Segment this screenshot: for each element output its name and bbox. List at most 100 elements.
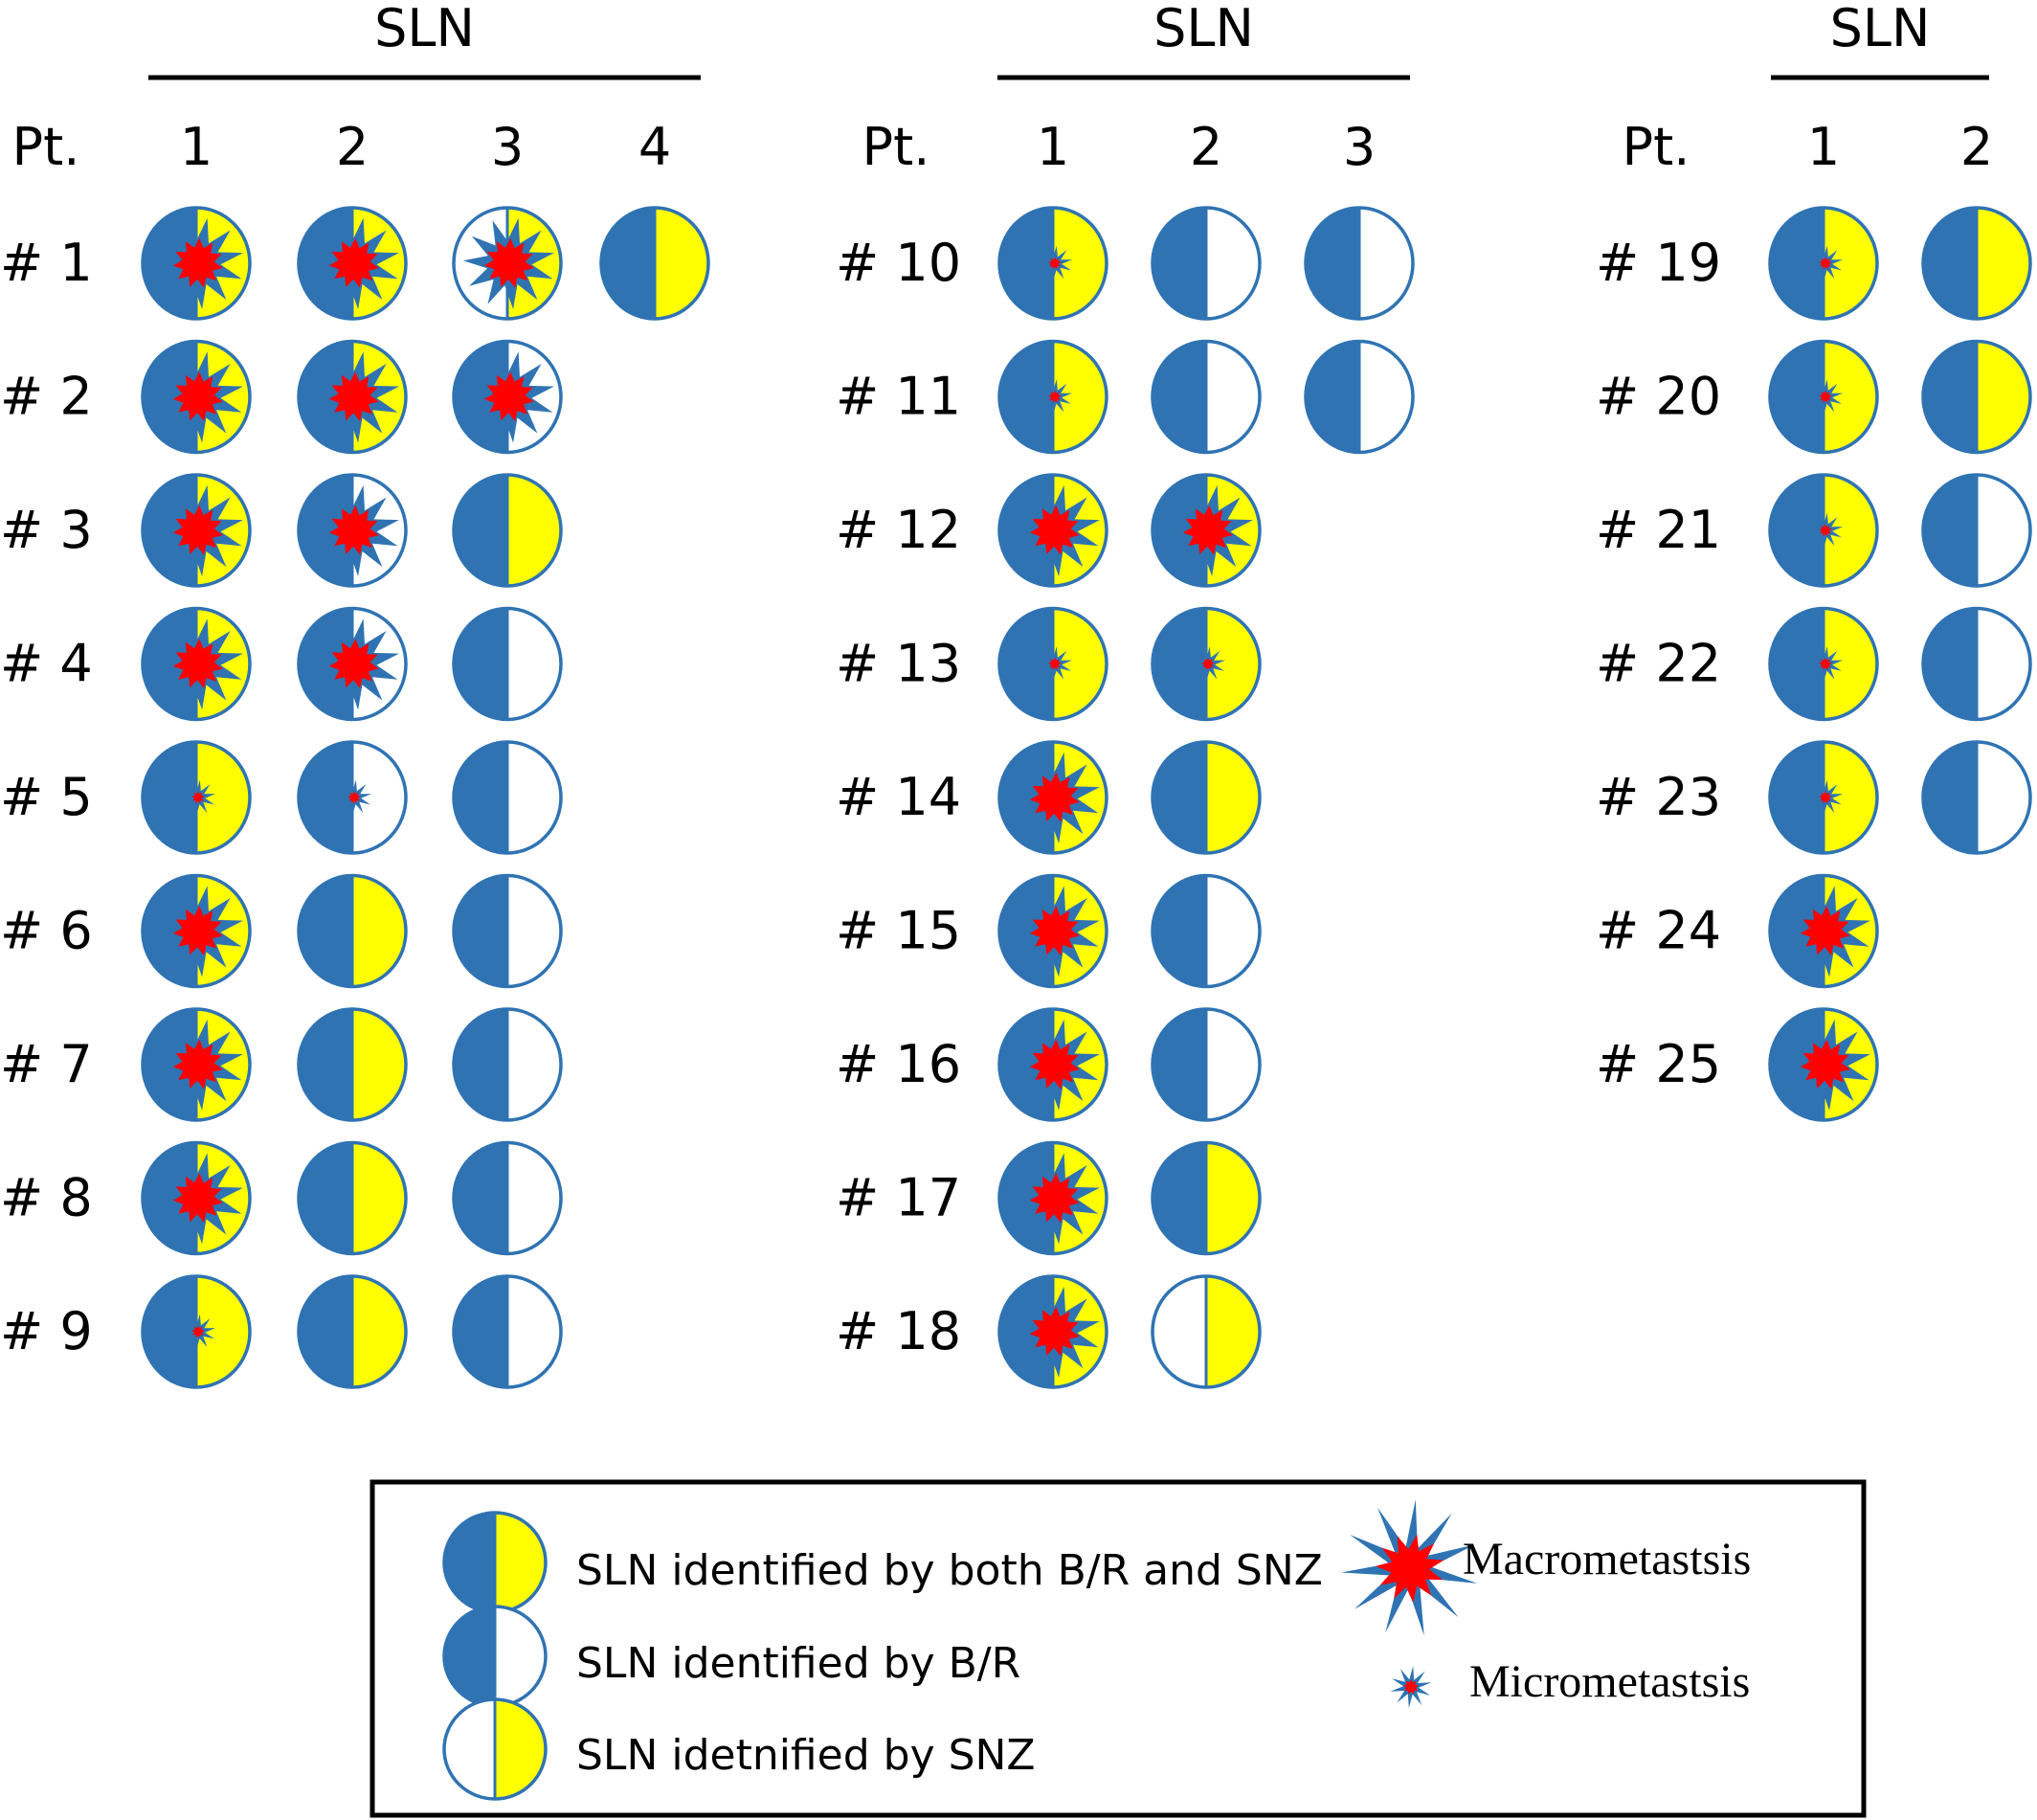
patient-row: # 16 xyxy=(836,1007,1262,1122)
macro-star-inner xyxy=(1029,772,1080,822)
patient-row: # 1 xyxy=(0,206,710,321)
micro-star-inner xyxy=(191,1325,205,1338)
sln-node xyxy=(997,1274,1108,1389)
macro-star-inner xyxy=(1800,906,1850,956)
patient-label: # 9 xyxy=(0,1301,93,1361)
legend-snz-label: SLN idetnified by SNZ xyxy=(576,1731,1036,1780)
patient-row: # 11 xyxy=(836,339,1415,455)
sln-header: SLN xyxy=(1830,0,1931,58)
sln-node xyxy=(141,339,252,455)
sln-node xyxy=(1921,740,2032,855)
macro-star-inner xyxy=(172,505,223,555)
patient-row: # 12 xyxy=(836,473,1262,588)
macro-star-inner xyxy=(328,505,379,555)
sln-number: 1 xyxy=(1807,117,1840,177)
patient-row: # 14 xyxy=(836,740,1262,855)
macro-star-inner xyxy=(1029,505,1080,555)
patient-row: # 9 xyxy=(0,1274,563,1389)
sln-node xyxy=(1304,339,1415,455)
patient-label: # 8 xyxy=(0,1168,93,1228)
sln-node xyxy=(997,1140,1108,1256)
patient-row: # 15 xyxy=(836,873,1262,989)
macro-star-inner xyxy=(483,371,534,422)
sln-number: 3 xyxy=(491,117,524,177)
micro-star-inner xyxy=(1819,657,1832,670)
pt-header: Pt. xyxy=(12,117,80,177)
legend-snz-icon xyxy=(442,1697,548,1801)
sln-node xyxy=(297,606,408,722)
patient-row: # 4 xyxy=(0,606,563,722)
sln-node xyxy=(452,606,563,722)
sln-node xyxy=(297,473,408,588)
sln-node xyxy=(1768,740,1879,855)
patient-label: # 20 xyxy=(1596,367,1721,427)
sln-node xyxy=(1768,873,1879,989)
patient-row: # 21 xyxy=(1596,473,2032,588)
patient-row: # 22 xyxy=(1596,606,2032,722)
sln-node xyxy=(141,206,252,321)
patient-label: # 22 xyxy=(1596,634,1721,694)
sln-number: 2 xyxy=(1190,117,1222,177)
patient-row: # 7 xyxy=(0,1007,563,1122)
patient-label: # 13 xyxy=(836,634,961,694)
patient-label: # 19 xyxy=(1596,233,1721,293)
sln-node xyxy=(452,1140,563,1256)
sln-node xyxy=(1921,206,2032,321)
sln-node xyxy=(1304,206,1415,321)
patient-label: # 25 xyxy=(1596,1034,1721,1094)
patient-label: # 15 xyxy=(836,901,961,961)
sln-node xyxy=(599,206,710,321)
macro-star-inner xyxy=(328,371,379,422)
macro-star-inner xyxy=(1029,1306,1080,1357)
macro-star-inner xyxy=(172,1039,223,1090)
sln-node xyxy=(1151,1007,1262,1122)
patient-row: # 24 xyxy=(1596,873,1879,989)
sln-node xyxy=(1921,473,2032,588)
sln-node xyxy=(141,606,252,722)
patient-row: # 18 xyxy=(836,1274,1262,1389)
micro-star-inner xyxy=(1048,390,1062,403)
sln-node xyxy=(141,873,252,989)
sln-header: SLN xyxy=(1153,0,1254,58)
legend-br-label: SLN identified by B/R xyxy=(576,1639,1020,1688)
micro-star-inner xyxy=(1048,257,1062,270)
sln-number: 2 xyxy=(1960,117,1993,177)
sln-node xyxy=(997,1007,1108,1122)
patient-group-3: SLN Pt. 1 2 # 19 # 20 # 21 # 22 # 23 # 24 # 25 xyxy=(1596,0,2032,1122)
legend-box xyxy=(369,1479,1867,1818)
sln-node xyxy=(452,206,563,321)
sln-number: 4 xyxy=(638,117,671,177)
micro-star-inner xyxy=(1201,657,1215,670)
sln-node xyxy=(141,740,252,855)
sln-node xyxy=(141,1140,252,1256)
sln-node xyxy=(1151,873,1262,989)
legend-br-icon xyxy=(442,1605,548,1708)
sln-node xyxy=(1921,339,2032,455)
micro-star-inner xyxy=(1819,524,1832,537)
legend-macro-label: Macrometastsis xyxy=(1463,1534,1751,1584)
patient-label: # 1 xyxy=(0,233,93,293)
sln-node xyxy=(452,339,563,455)
sln-node xyxy=(1151,473,1262,588)
macro-star-inner xyxy=(172,1173,223,1224)
macro-star-inner xyxy=(1029,1173,1080,1224)
legend-both-icon xyxy=(442,1511,548,1614)
sln-node xyxy=(1151,1140,1262,1256)
patient-label: # 11 xyxy=(836,367,961,427)
pt-header: Pt. xyxy=(1623,117,1690,177)
micro-star-inner xyxy=(1819,257,1832,270)
patient-label: # 21 xyxy=(1596,500,1721,560)
legend: SLN identified by both B/R and SNZ SLN i… xyxy=(369,1479,1867,1818)
legend-icons xyxy=(442,1499,1478,1801)
patient-row: # 8 xyxy=(0,1140,563,1256)
sln-node xyxy=(1768,206,1879,321)
patient-label: # 12 xyxy=(836,500,961,560)
sln-node xyxy=(1151,1274,1262,1389)
patient-label: # 17 xyxy=(836,1168,961,1228)
sln-node xyxy=(297,1274,408,1389)
micro-star-inner xyxy=(191,791,205,804)
sln-node xyxy=(997,473,1108,588)
patient-label: # 18 xyxy=(836,1301,961,1361)
